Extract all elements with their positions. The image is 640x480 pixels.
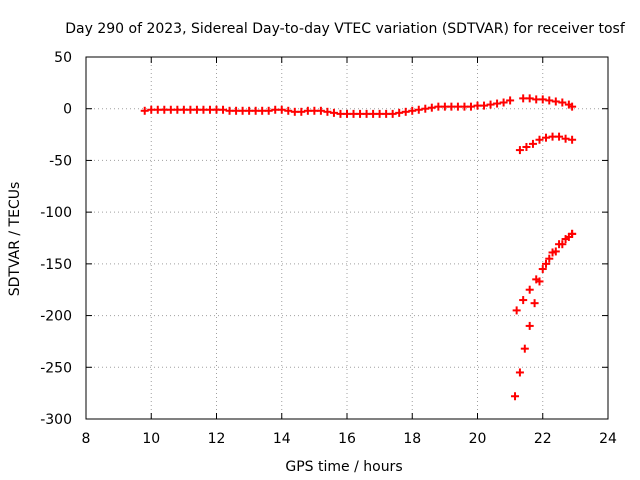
data-point xyxy=(519,296,528,305)
data-point xyxy=(395,108,404,117)
data-point xyxy=(535,135,544,144)
data-point xyxy=(511,392,520,401)
data-point xyxy=(528,139,537,148)
data-point xyxy=(264,106,273,115)
data-point xyxy=(408,106,417,115)
y-tick-label: -150 xyxy=(40,257,72,273)
data-point xyxy=(545,254,554,263)
data-point xyxy=(555,240,564,249)
data-point xyxy=(297,107,306,116)
data-point xyxy=(525,94,534,103)
x-tick-label: 16 xyxy=(338,431,356,447)
data-point xyxy=(548,248,557,257)
y-tick-label: 50 xyxy=(54,50,72,66)
data-point xyxy=(568,102,577,111)
data-point xyxy=(568,229,577,238)
x-tick-label: 20 xyxy=(469,431,487,447)
y-tick-label: -100 xyxy=(40,205,72,221)
data-point xyxy=(506,96,515,105)
data-point xyxy=(538,265,547,274)
data-point xyxy=(530,299,539,308)
y-tick-label: -300 xyxy=(40,412,72,428)
x-tick-label: 18 xyxy=(403,431,421,447)
data-point xyxy=(493,99,502,108)
y-tick-label: -250 xyxy=(40,360,72,376)
data-point xyxy=(525,285,534,294)
data-point xyxy=(558,98,567,107)
data-point xyxy=(561,235,570,244)
data-point xyxy=(555,132,564,141)
data-point xyxy=(551,97,560,106)
y-tick-label: 0 xyxy=(63,102,72,118)
data-point xyxy=(401,107,410,116)
data-point xyxy=(515,368,524,377)
y-axis-label: SDTVAR / TECUs xyxy=(7,182,23,297)
data-point xyxy=(512,306,521,315)
data-point xyxy=(542,259,551,268)
data-point xyxy=(538,95,547,104)
data-point xyxy=(561,134,570,143)
data-point xyxy=(219,105,228,114)
x-tick-label: 12 xyxy=(208,431,226,447)
x-tick-label: 8 xyxy=(82,431,91,447)
data-point xyxy=(284,106,293,115)
axis-ticks: 8 10 12 14 16 18 20 22 24 -300 -250 -200 -150 -100 -50… xyxy=(40,50,617,447)
data-point xyxy=(520,344,529,353)
data-point xyxy=(427,103,436,112)
data-point xyxy=(323,107,332,116)
data-point xyxy=(522,142,531,151)
data-point xyxy=(545,96,554,105)
data-point xyxy=(277,105,286,114)
x-tick-label: 14 xyxy=(273,431,291,447)
data-point xyxy=(515,146,524,155)
x-tick-label: 22 xyxy=(534,431,552,447)
x-tick-label: 10 xyxy=(142,431,160,447)
data-point xyxy=(568,135,577,144)
x-tick-label: 24 xyxy=(599,431,617,447)
data-point xyxy=(486,100,495,109)
data-points xyxy=(140,94,577,401)
y-tick-label: -200 xyxy=(40,309,72,325)
data-point xyxy=(140,106,149,115)
data-point xyxy=(535,277,544,286)
data-point xyxy=(542,133,551,142)
data-point xyxy=(466,102,475,111)
data-point xyxy=(316,106,325,115)
data-point xyxy=(388,109,397,118)
data-point xyxy=(480,101,489,110)
chart-title: Day 290 of 2023, Sidereal Day-to-day VTE… xyxy=(65,21,626,37)
data-point xyxy=(421,104,430,113)
y-tick-label: -50 xyxy=(49,153,72,169)
data-point xyxy=(499,98,508,107)
data-point xyxy=(329,108,338,117)
data-point xyxy=(525,321,534,330)
data-point xyxy=(414,105,423,114)
x-axis-label: GPS time / hours xyxy=(285,459,402,475)
